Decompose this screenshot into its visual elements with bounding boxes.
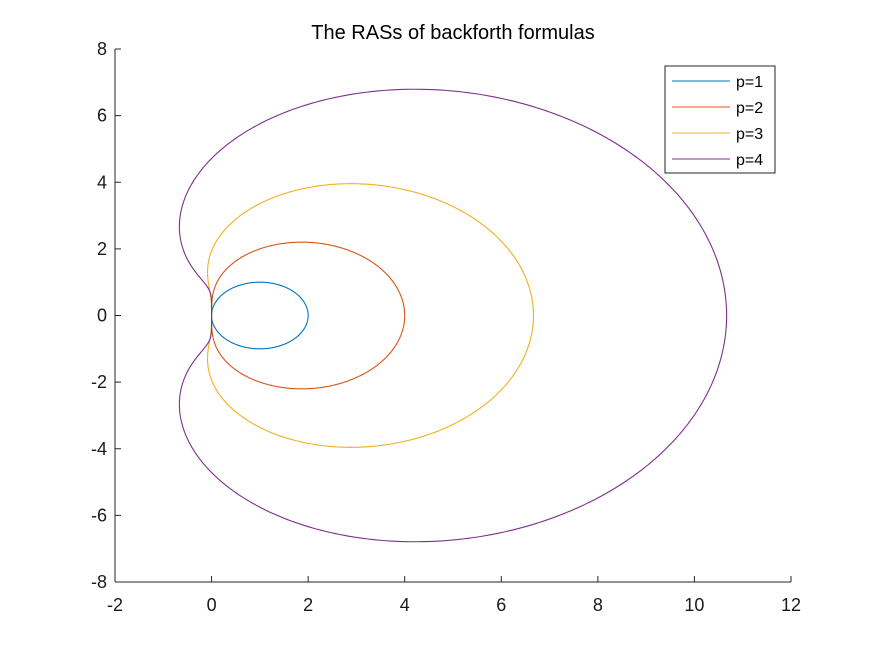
legend-label-p1: p=1: [736, 74, 763, 91]
x-tick-label: 0: [207, 595, 217, 615]
x-tick-label: -2: [107, 595, 123, 615]
y-tick-label: -2: [91, 372, 107, 392]
x-tick-label: 10: [684, 595, 704, 615]
x-tick-label: 12: [781, 595, 801, 615]
legend: p=1 p=2 p=3 p=4: [664, 65, 776, 174]
axes: -2 0 2 4 6 8 10 12 -8 -6 -4 -2 0 2 4 6 8: [91, 39, 801, 615]
y-tick-label: -6: [91, 505, 107, 525]
y-tick-label: 2: [97, 239, 107, 259]
y-tick-label: 4: [97, 172, 107, 192]
legend-label-p2: p=2: [736, 100, 763, 117]
y-tick-label: 0: [97, 306, 107, 326]
y-tick-label: -4: [91, 439, 107, 459]
series-line-p1: [211, 281, 309, 350]
legend-label-p4: p=4: [736, 152, 763, 169]
y-tick-label: 6: [97, 106, 107, 126]
x-tick-label: 8: [593, 595, 603, 615]
series-line-p2: [211, 241, 406, 390]
x-tick-label: 6: [496, 595, 506, 615]
x-tick-label: 4: [400, 595, 410, 615]
series-line-p3: [207, 183, 535, 448]
x-tick-label: 2: [303, 595, 313, 615]
legend-box: [664, 65, 776, 174]
legend-label-p3: p=3: [736, 126, 763, 143]
y-tick-label: 8: [97, 39, 107, 59]
series-line-p4: [178, 88, 728, 543]
plot-area: [178, 88, 728, 543]
chart-title: The RASs of backforth formulas: [311, 22, 594, 44]
y-tick-label: -8: [91, 572, 107, 592]
